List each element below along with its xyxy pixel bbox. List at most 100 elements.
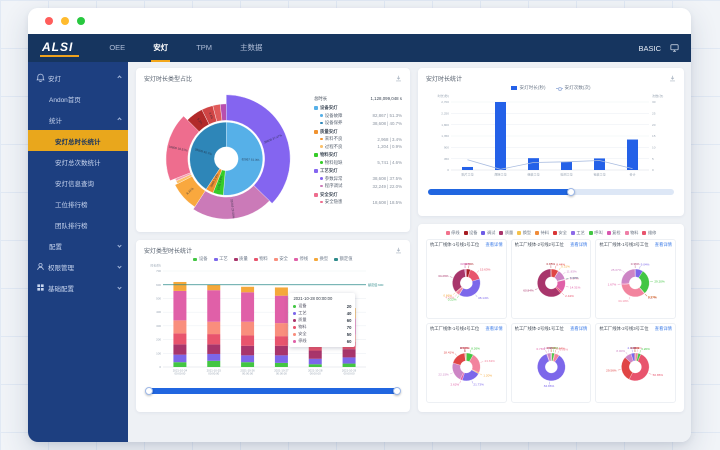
legend-item[interactable]: 复检 [606, 230, 621, 236]
svg-text:0.61%: 0.61% [546, 346, 555, 350]
zoom-handle[interactable] [566, 188, 575, 196]
sidebar-item-工位排行榜[interactable]: 工位排行榜 [28, 193, 128, 214]
svg-text:1.16%: 1.16% [461, 346, 470, 350]
svg-text:5.2%: 5.2% [196, 117, 203, 125]
sidebar-item-权限管理[interactable]: 权限管理 [28, 256, 128, 277]
nav-tab-TPM[interactable]: TPM [196, 42, 213, 52]
legend-item[interactable]: 质量 [233, 256, 248, 262]
display-icon[interactable] [670, 44, 679, 52]
legend-group[interactable]: 设备安灯 [314, 105, 402, 111]
view-details-link[interactable]: 查看详情 [654, 326, 672, 331]
svg-text:34.26%: 34.26% [438, 274, 449, 278]
nav-tab-安灯[interactable]: 安灯 [151, 34, 171, 62]
panel-title: 安灯时长类型占比 [144, 77, 193, 83]
svg-text:25.07%: 25.07% [611, 268, 622, 272]
data-zoom-slider[interactable] [144, 387, 402, 395]
legend-item[interactable]: 来料不良 2,968 | 3.4% [314, 136, 402, 142]
legend-group[interactable]: 安全安灯 [314, 192, 402, 198]
legend-item[interactable]: 安全隐患 18,608 | 18.5% [314, 199, 402, 205]
mini-donut-card: 杭工厂线体-1号线3号工位 查看详情 9.04% 29.20% 0.21% 0.27% 34… [595, 239, 676, 319]
nav-tab-OEE[interactable]: OEE [109, 42, 126, 52]
legend-item[interactable]: 设备故障 82,867 | 51.3% [314, 113, 402, 119]
download-icon[interactable] [395, 75, 402, 82]
svg-text:2968 3.4%: 2968 3.4% [209, 173, 219, 188]
panel-duration-share: 安灯时长类型占比 82867 51.3% 5741 4.6% 2968 3.4% 38… [136, 68, 410, 232]
svg-text:0: 0 [159, 365, 161, 369]
legend-item[interactable]: 安全 [273, 256, 288, 262]
legend-group[interactable]: 物料安灯 [314, 152, 402, 158]
sidebar-item-Andon首页[interactable]: Andon首页 [28, 88, 128, 109]
sidebar-item-安灯[interactable]: 安灯 [28, 67, 128, 88]
legend-group[interactable]: 质量安灯 [314, 129, 402, 135]
svg-text:贴片工位: 贴片工位 [461, 172, 473, 177]
sidebar-item-label: Andon首页 [49, 96, 81, 104]
legend-item[interactable]: 安灯时长(秒) [511, 85, 546, 91]
mini-donut-chart: 0.73%2.93%0.84%5.02% 84.86% 0.76%4.25%0.61… [536, 346, 568, 388]
legend-item[interactable]: 安灯次数(次) [555, 85, 591, 92]
svg-text:1.67%: 1.67% [608, 282, 617, 286]
legend-item[interactable]: 工艺 [213, 256, 228, 262]
legend-item[interactable]: 设备保养 38,608 | 40.7% [314, 120, 402, 126]
svg-text:38608 37.47%: 38608 37.47% [263, 133, 283, 144]
zoom-handle-right[interactable] [393, 387, 402, 395]
legend-item[interactable]: 工艺 [570, 230, 585, 236]
svg-text:4.25%: 4.25% [543, 346, 552, 350]
svg-text:22.15%: 22.15% [438, 373, 449, 377]
view-details-link[interactable]: 查看详情 [485, 242, 503, 247]
legend-item[interactable]: 换型 [314, 256, 328, 262]
legend-item[interactable]: 物料 [253, 256, 268, 262]
svg-text:8.26%: 8.26% [471, 346, 480, 350]
sidebar-item-基础配置[interactable]: 基础配置 [28, 277, 128, 298]
svg-text:0.21%: 0.21% [648, 295, 657, 299]
legend-item[interactable]: 额定值 [334, 256, 353, 262]
legend-item[interactable]: 程序调试 32,249 | 22.0% [314, 183, 402, 189]
legend-item[interactable]: 换型 [517, 230, 531, 236]
legend-item[interactable]: 物料短缺 5,741 | 4.6% [314, 160, 402, 166]
view-details-link[interactable]: 查看详情 [654, 242, 672, 247]
svg-text:11.83%: 11.83% [566, 269, 576, 273]
bar-line-legend[interactable]: 安灯时长(秒) 安灯次数(次) [426, 85, 676, 92]
sidebar-item-安灯总次数统计[interactable]: 安灯总次数统计 [28, 151, 128, 172]
legend-item[interactable]: 设备 [463, 230, 477, 236]
view-details-link[interactable]: 查看详情 [570, 242, 588, 247]
close-window-button[interactable] [45, 17, 53, 25]
legend-item[interactable]: 物料 [624, 230, 638, 236]
legend-item[interactable]: 停线 [293, 256, 308, 262]
legend-item[interactable]: 待料 [535, 230, 549, 236]
legend-item[interactable]: 呼叫 [588, 230, 603, 236]
legend-item[interactable]: 停线 [445, 230, 460, 236]
view-details-link[interactable]: 查看详情 [485, 326, 503, 331]
view-details-link[interactable]: 查看详情 [570, 326, 588, 331]
alarm-icon [35, 73, 46, 82]
zoom-handle-left[interactable] [144, 387, 153, 395]
sidebar-item-团队排行榜[interactable]: 团队排行榜 [28, 214, 128, 235]
top-nav-tabs: OEE 安灯 TPM 主数据 [107, 34, 264, 62]
legend-item[interactable]: 设备 [193, 256, 208, 262]
legend-item[interactable]: 质量 [499, 230, 513, 236]
stacked-bar-legend[interactable]: 设备 工艺 质量 物料 安全 停线 换型 额定值 [144, 256, 402, 262]
legend-item[interactable]: 调试 [481, 230, 495, 236]
card-title: 杭工厂线体-1号线3号工位 [599, 242, 649, 247]
svg-text:32249 22.04%: 32249 22.04% [230, 199, 236, 219]
legend-item[interactable]: 参数异常 38,608 | 37.5% [314, 176, 402, 182]
legend-item[interactable]: 过程不良 1,204 | 0.9% [314, 144, 402, 150]
donut-grid-legend[interactable]: 停线 设备 调试 质量 换型 待料 安全 工艺 呼叫 复检 物料 维修 [426, 230, 676, 236]
minimize-window-button[interactable] [61, 17, 69, 25]
legend-group[interactable]: 工艺安灯 [314, 168, 402, 174]
download-icon[interactable] [669, 75, 676, 82]
download-icon[interactable] [395, 247, 402, 254]
sidebar-item-统计[interactable]: 统计 [28, 109, 128, 130]
data-zoom-slider[interactable] [428, 188, 674, 196]
maximize-window-button[interactable] [77, 17, 85, 25]
legend-item[interactable]: 安全 [553, 230, 567, 236]
svg-text:300: 300 [156, 324, 161, 328]
sidebar-item-配置[interactable]: 配置 [28, 235, 128, 256]
nav-tab-主数据[interactable]: 主数据 [240, 42, 263, 52]
svg-text:0: 0 [652, 168, 654, 172]
svg-text:0.96%: 0.96% [631, 346, 640, 350]
sidebar-item-安灯信息查询[interactable]: 安灯信息查询 [28, 172, 128, 193]
svg-text:0.84%: 0.84% [556, 346, 565, 350]
legend-item[interactable]: 维修 [642, 230, 656, 236]
sunburst-legend: 总时长 1,128,099,048 s 设备安灯 设备故障 82,867 | 51.… [314, 83, 402, 229]
sidebar-item-安灯总时长统计[interactable]: 安灯总时长统计 [28, 130, 128, 151]
